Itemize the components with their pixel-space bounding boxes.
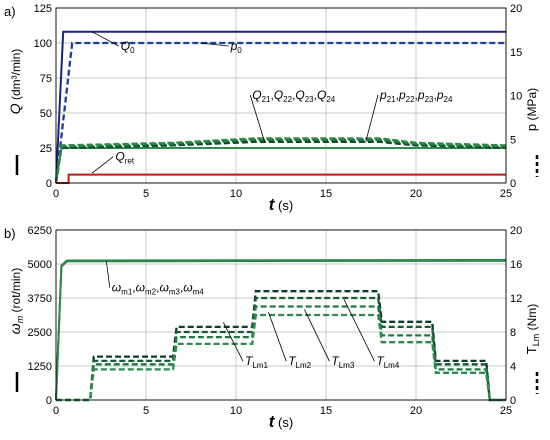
x-tick-label: 5: [143, 188, 149, 200]
annotation-tlm2: TLm2: [288, 354, 311, 370]
x-tick-label: 0: [53, 405, 59, 417]
annotation-tlm4: TLm4: [376, 354, 399, 370]
plot-frame: [55, 7, 507, 184]
panel-label: b): [4, 226, 16, 241]
y-right-axis-label: p (MPa): [524, 88, 539, 131]
x-tick-label: 20: [410, 405, 422, 417]
series-q0: [55, 30, 506, 184]
x-tick-label: 5: [143, 405, 149, 417]
y-right-tick-label: 16: [510, 259, 522, 271]
x-tick-label: 10: [230, 405, 242, 417]
y-left-tick-label: 2500: [28, 327, 52, 339]
panel-b: 0 5 10 15 20 25012502500375050006250048121620…: [4, 225, 541, 431]
y-left-tick-label: 125: [34, 3, 52, 15]
x-tick-label: 25: [500, 188, 512, 200]
y-left-tick-label: 6250: [28, 225, 52, 237]
annotation-qret: Qret: [115, 150, 134, 166]
y-right-tick-label: 4: [510, 361, 516, 373]
y-right-tick-label: 12: [510, 293, 522, 305]
y-left-tick-label: 5000: [28, 259, 52, 271]
series-ωm1: [55, 259, 507, 401]
annotation-leader: [106, 261, 111, 288]
y-left-tick-label: 0: [46, 178, 52, 190]
x-tick-label: 15: [320, 188, 332, 200]
y-left-axis-label: ωm (rot/min): [7, 268, 25, 334]
annotation-q0: Q0: [121, 39, 135, 55]
series-tlm3: [56, 305, 506, 402]
y-right-tick-label: 8: [510, 327, 516, 339]
annotation-p0: p0: [230, 39, 243, 55]
annotation-leader: [365, 94, 379, 143]
y-right-tick-label: 0: [510, 395, 516, 407]
y-right-tick-label: 0: [510, 178, 516, 190]
y-right-tick-label: 5: [510, 134, 516, 146]
annotation-leader: [91, 31, 119, 47]
x-tick-label: 10: [230, 188, 242, 200]
annotation-wm: ωm1,ωm2,ωm3,ωm4: [112, 281, 205, 297]
annotation-q2x: Q21,Q22,Q23,Q24: [252, 88, 336, 104]
annotation-tlm3: TLm3: [331, 354, 354, 370]
y-right-tick-label: 20: [510, 3, 522, 15]
annotation-leader: [91, 156, 114, 174]
y-left-tick-label: 25: [40, 143, 52, 155]
series-qret: [56, 173, 506, 184]
x-axis-label: t (s): [269, 412, 293, 431]
y-left-axis-label: Q (dm³/min): [7, 49, 23, 115]
panel-label: a): [4, 4, 16, 19]
series-p24: [54, 137, 507, 184]
series-tlm1: [56, 290, 506, 402]
annotation-leader: [199, 42, 229, 47]
annotation-leader: [223, 322, 244, 362]
y-left-tick-label: 100: [34, 38, 52, 50]
y-left-tick-label: 0: [46, 395, 52, 407]
annotation-leader: [304, 309, 330, 362]
y-left-tick-label: 50: [40, 108, 52, 120]
y-left-tick-label: 3750: [28, 293, 52, 305]
y-right-tick-label: 10: [510, 91, 522, 103]
annotation-tlm1: TLm1: [245, 354, 268, 370]
series-tlm4: [56, 313, 506, 402]
x-tick-label: 15: [320, 405, 332, 417]
x-tick-label: 0: [53, 188, 59, 200]
y-right-axis-label: TLm (Nm): [524, 304, 541, 354]
annotation-p2x: p21,p22,p23,p24: [379, 88, 453, 104]
x-tick-label: 25: [500, 405, 512, 417]
y-right-tick-label: 20: [510, 225, 522, 237]
x-axis-label: t (s): [269, 195, 293, 214]
series-ωm2: [55, 258, 507, 401]
annotation-leader: [249, 94, 266, 143]
series-tlm2: [56, 296, 506, 402]
y-left-tick-label: 1250: [28, 361, 52, 373]
plot-frame: [55, 229, 507, 401]
annotation-leader: [343, 299, 375, 362]
y-left-tick-label: 75: [40, 73, 52, 85]
series-p0: [54, 41, 506, 184]
y-right-tick-label: 15: [510, 47, 522, 59]
x-tick-label: 20: [410, 188, 422, 200]
annotation-leader: [268, 312, 287, 362]
